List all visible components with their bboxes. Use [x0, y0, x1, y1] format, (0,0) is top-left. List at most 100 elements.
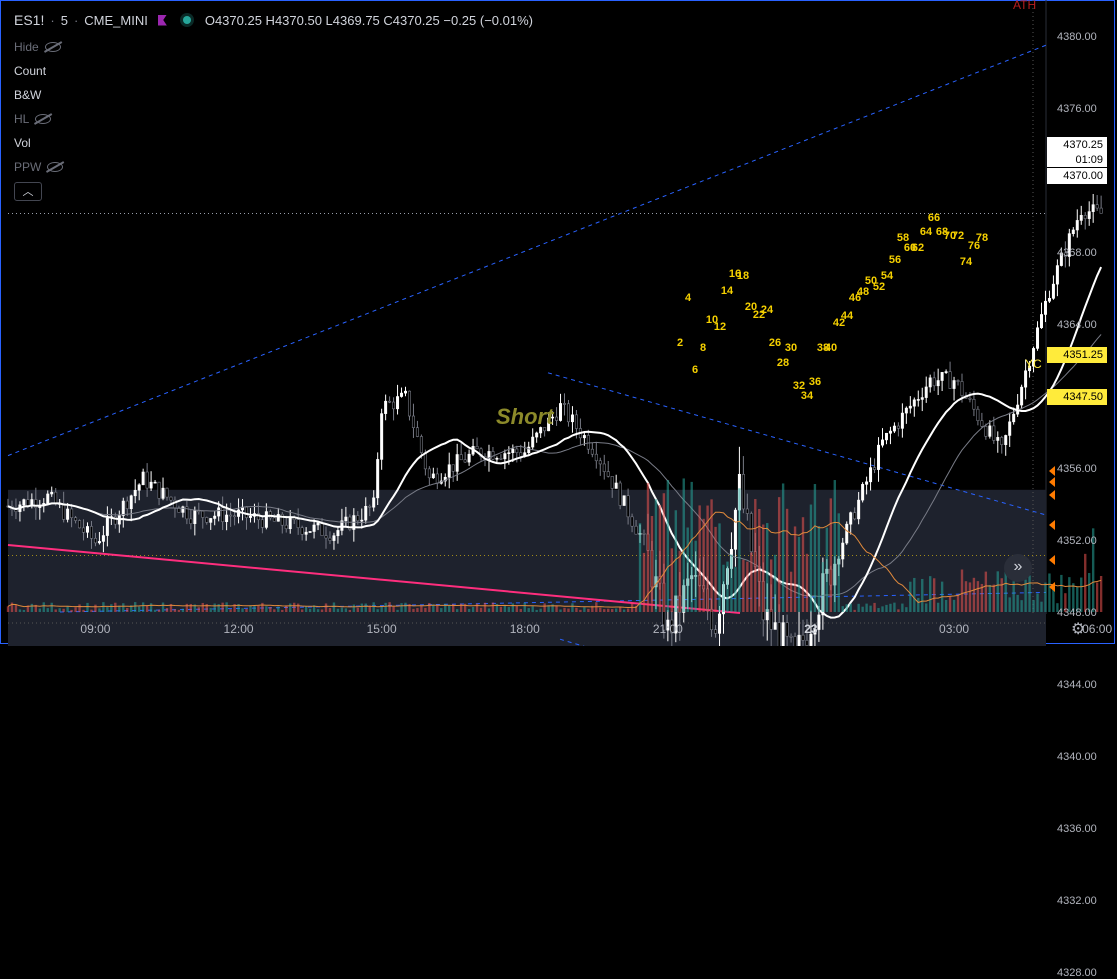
- volume-bar: [58, 608, 61, 612]
- indicator-hl[interactable]: HL: [14, 107, 63, 131]
- volume-bar: [118, 605, 121, 612]
- candle-body: [630, 516, 634, 527]
- bar-count-label: 38: [816, 342, 830, 354]
- candle-body: [900, 412, 904, 429]
- candle-body: [1000, 437, 1004, 445]
- double-chevron-right-icon: »: [1013, 558, 1023, 575]
- eye-off-icon[interactable]: [35, 114, 52, 124]
- volume-bar: [936, 602, 940, 612]
- collapse-legend-button[interactable]: ︿: [14, 182, 42, 201]
- symbol-name[interactable]: ES1!: [14, 12, 45, 28]
- short-zone: [8, 489, 1046, 646]
- volume-bar: [781, 483, 785, 612]
- candle-body: [137, 484, 141, 491]
- volume-bar: [575, 607, 578, 612]
- candle-body: [634, 525, 638, 535]
- flag-icon[interactable]: [157, 14, 167, 26]
- volume-bar: [412, 608, 415, 612]
- candle-body: [34, 499, 38, 508]
- candle-body: [388, 400, 392, 403]
- candle-body: [563, 403, 566, 405]
- indicator-count[interactable]: Count: [14, 59, 63, 83]
- candle-body: [1012, 413, 1016, 423]
- candle-body: [622, 495, 626, 506]
- volume-bar: [634, 605, 638, 612]
- volume-bar: [527, 608, 530, 612]
- eye-off-icon[interactable]: [47, 162, 64, 172]
- gear-icon[interactable]: ⚙: [1071, 621, 1086, 638]
- indicator-hide[interactable]: Hide: [14, 35, 63, 59]
- yc-annotation: YC: [1025, 357, 1042, 371]
- alert-marker: [1049, 582, 1055, 592]
- volume-bar: [909, 581, 912, 612]
- eye-off-icon[interactable]: [44, 42, 61, 52]
- interval[interactable]: 5: [60, 12, 68, 28]
- volume-bar: [471, 606, 475, 612]
- volume-bar: [583, 607, 586, 612]
- candle-body: [1032, 348, 1036, 367]
- volume-bar: [519, 608, 522, 612]
- candle-body: [209, 518, 213, 523]
- volume-bar: [1008, 597, 1011, 612]
- indicator-bw[interactable]: B&W: [14, 83, 63, 107]
- candle-body: [1051, 283, 1055, 299]
- candle-body: [50, 491, 54, 495]
- candle-body: [873, 467, 877, 470]
- candle-body: [797, 634, 801, 646]
- candle-body: [1043, 300, 1047, 315]
- volume-bar: [296, 603, 300, 612]
- volume-bar: [551, 604, 554, 612]
- volume-bar: [742, 559, 745, 612]
- volume-bar: [682, 478, 685, 612]
- indicator-ppw[interactable]: PPW: [14, 155, 64, 179]
- indicator-vol[interactable]: Vol: [14, 131, 63, 155]
- volume-bar: [304, 606, 308, 612]
- volume-bar: [448, 604, 451, 612]
- volume-bar: [1064, 593, 1067, 612]
- candle-body: [515, 448, 519, 453]
- volume-bar: [869, 605, 872, 612]
- bar-count-label: 4: [684, 292, 692, 304]
- volume-bar: [285, 605, 288, 612]
- candle-body: [264, 511, 268, 528]
- volume-bar: [523, 602, 526, 612]
- market-status-icon: [182, 16, 191, 24]
- volume-bar: [1004, 569, 1007, 612]
- short-annotation[interactable]: Short: [496, 404, 554, 429]
- time-tick: 12:00: [223, 622, 254, 636]
- volume-bar: [845, 604, 848, 612]
- volume-bar: [758, 508, 761, 612]
- volume-bar: [670, 548, 674, 612]
- candle-body: [888, 430, 892, 434]
- volume-bar: [98, 608, 101, 612]
- candle-body: [495, 457, 499, 460]
- bar-count-label: 6: [691, 364, 699, 376]
- volume-bar: [229, 609, 232, 612]
- candle-body: [948, 371, 952, 389]
- volume-bar: [555, 605, 558, 612]
- volume-bar: [503, 605, 507, 612]
- volume-bar: [1088, 573, 1091, 612]
- bar-count-label: 40: [824, 342, 838, 354]
- scroll-to-realtime-button[interactable]: »: [1004, 554, 1032, 582]
- volume-bar: [384, 602, 387, 612]
- volume-bar: [718, 523, 721, 612]
- candle-body: [344, 516, 348, 522]
- volume-bar: [348, 609, 352, 612]
- candle-body: [121, 500, 125, 516]
- candle-body: [368, 505, 372, 508]
- volume-bar: [738, 488, 741, 612]
- candle-body: [805, 640, 809, 646]
- volume-bar: [1084, 553, 1087, 612]
- candle-body: [248, 515, 252, 518]
- volume-bar: [674, 510, 677, 612]
- volume-bar: [78, 604, 81, 612]
- volume-bar: [1095, 582, 1099, 612]
- candle-body: [423, 452, 427, 470]
- volume-bar: [185, 603, 189, 612]
- chart-canvas[interactable]: [0, 0, 1117, 646]
- volume-bar: [273, 609, 276, 612]
- candle-body: [165, 487, 169, 498]
- price-tick: 4336.00: [1057, 823, 1097, 835]
- candle-body: [396, 396, 400, 410]
